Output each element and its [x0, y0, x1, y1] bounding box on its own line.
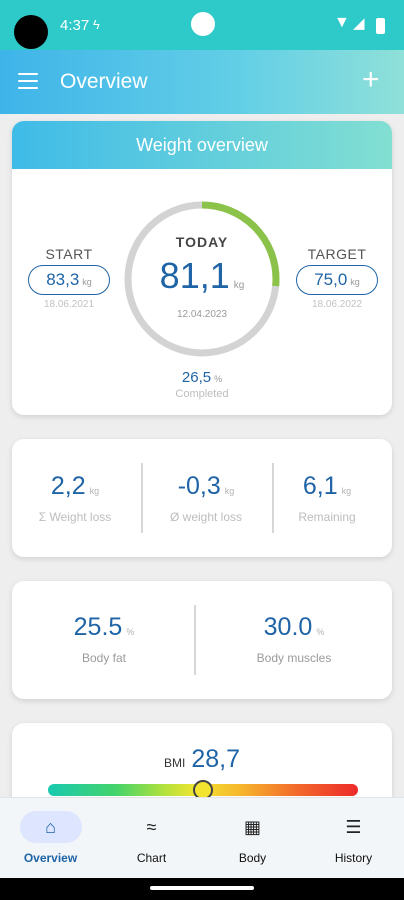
stat-value: -0,3: [177, 472, 221, 500]
stat-average-weight-loss: -0,3 kg Ø weight loss: [143, 472, 269, 524]
bmi-label: BMI: [163, 756, 186, 770]
target-label: TARGET: [307, 246, 367, 262]
nav-item-overview[interactable]: ⌂ Overview: [0, 798, 101, 879]
charging-icon: ϟ: [93, 17, 100, 32]
progress-ring-fill: [124, 201, 280, 357]
target-weight-pill[interactable]: 75,0 kg: [296, 265, 378, 295]
body-icon: ▦: [243, 817, 261, 837]
wifi-icon: ▼: [334, 14, 350, 31]
stat-label: Σ Weight loss: [38, 510, 112, 524]
body-fat-unit: %: [126, 627, 135, 637]
system-gesture-bar: [0, 878, 404, 900]
body-divider: [194, 605, 196, 675]
stat-unit: kg: [341, 486, 352, 496]
completed-percentage: 26,5%: [142, 369, 262, 386]
stat-unit: kg: [224, 486, 235, 496]
camera-cutout: [14, 15, 48, 49]
body-fat-label: Body fat: [81, 651, 127, 665]
nav-item-chart[interactable]: ≈ Chart: [101, 798, 202, 879]
add-entry-button[interactable]: +: [362, 63, 380, 96]
stat-label: Ø weight loss: [169, 510, 243, 524]
start-weight-pill[interactable]: 83,3 kg: [28, 265, 110, 295]
gesture-handle[interactable]: [150, 886, 254, 890]
stat-value: 2,2: [50, 472, 86, 500]
history-list-icon: ☰: [345, 817, 362, 837]
page-title: Overview: [60, 70, 148, 93]
status-bar: 4:37 ϟ ▼ ◢: [0, 0, 404, 50]
today-weight-value: 81,1: [159, 255, 230, 296]
bmi-readout: BMI 28,7: [12, 745, 392, 774]
start-weight-block: START 83,3 kg 18.06.2021: [27, 246, 111, 310]
status-notification-icon: [191, 12, 215, 36]
nav-label: Overview: [23, 851, 78, 865]
body-muscles-label: Body muscles: [256, 651, 332, 665]
body-muscles-unit: %: [316, 627, 325, 637]
nav-item-history[interactable]: ☰ History: [303, 798, 404, 879]
start-label: START: [45, 246, 93, 262]
body-fat-value: 25.5: [73, 613, 123, 641]
stat-unit: kg: [89, 486, 100, 496]
signal-icon: ◢: [353, 15, 365, 32]
today-weight-unit: kg: [233, 280, 245, 291]
target-weight-value: 75,0: [314, 270, 348, 289]
today-date: 12.04.2023: [176, 309, 228, 320]
completed-unit: %: [214, 374, 223, 384]
body-muscles-value: 30.0: [263, 613, 313, 641]
progress-ring: [124, 201, 280, 357]
stat-label: Remaining: [298, 510, 356, 524]
today-label: TODAY: [175, 234, 229, 250]
start-weight-value: 83,3: [46, 270, 80, 289]
weight-overview-card[interactable]: Weight overview START 83,3 kg 18.06.2021 …: [12, 121, 392, 415]
weight-stats-card[interactable]: 2,2 kg Σ Weight loss -0,3 kg Ø weight loss…: [12, 439, 392, 557]
app-bar: Overview +: [0, 50, 404, 114]
completed-block: 26,5% Completed: [142, 369, 262, 400]
nav-active-indicator: [20, 811, 82, 843]
stat-value: 6,1: [302, 472, 338, 500]
nav-item-body[interactable]: ▦ Body: [202, 798, 303, 879]
chart-icon: ≈: [146, 817, 157, 837]
weight-overview-title: Weight overview: [12, 121, 392, 169]
nav-label: Chart: [136, 851, 167, 865]
today-weight: 81,1 kg: [120, 255, 284, 297]
stat-remaining: 6,1 kg Remaining: [264, 472, 390, 524]
nav-label: Body: [238, 851, 267, 865]
stat-total-weight-loss: 2,2 kg Σ Weight loss: [12, 472, 138, 524]
bmi-value: 28,7: [191, 745, 240, 773]
start-weight-unit: kg: [82, 277, 92, 287]
battery-icon: [376, 18, 385, 34]
status-time: 4:37: [60, 17, 90, 34]
completed-label: Completed: [175, 388, 229, 400]
start-date: 18.06.2021: [43, 299, 95, 310]
stat-divider: [272, 463, 274, 533]
bmi-scale-bar: [48, 780, 358, 800]
bottom-navigation: ⌂ Overview ≈ Chart ▦ Body ☰ History: [0, 797, 404, 878]
body-fat: 25.5% Body fat: [12, 613, 196, 665]
target-weight-unit: kg: [350, 277, 360, 287]
body-composition-card[interactable]: 25.5% Body fat 30.0% Body muscles: [12, 581, 392, 699]
nav-label: History: [334, 851, 373, 865]
home-icon: ⌂: [45, 817, 56, 837]
target-weight-block: TARGET 75,0 kg 18.06.2022: [295, 246, 379, 310]
completed-value: 26,5: [181, 369, 212, 386]
stat-divider: [141, 463, 143, 533]
body-muscles: 30.0% Body muscles: [202, 613, 386, 665]
hamburger-menu-icon[interactable]: [18, 73, 38, 89]
target-date: 18.06.2022: [311, 299, 363, 310]
